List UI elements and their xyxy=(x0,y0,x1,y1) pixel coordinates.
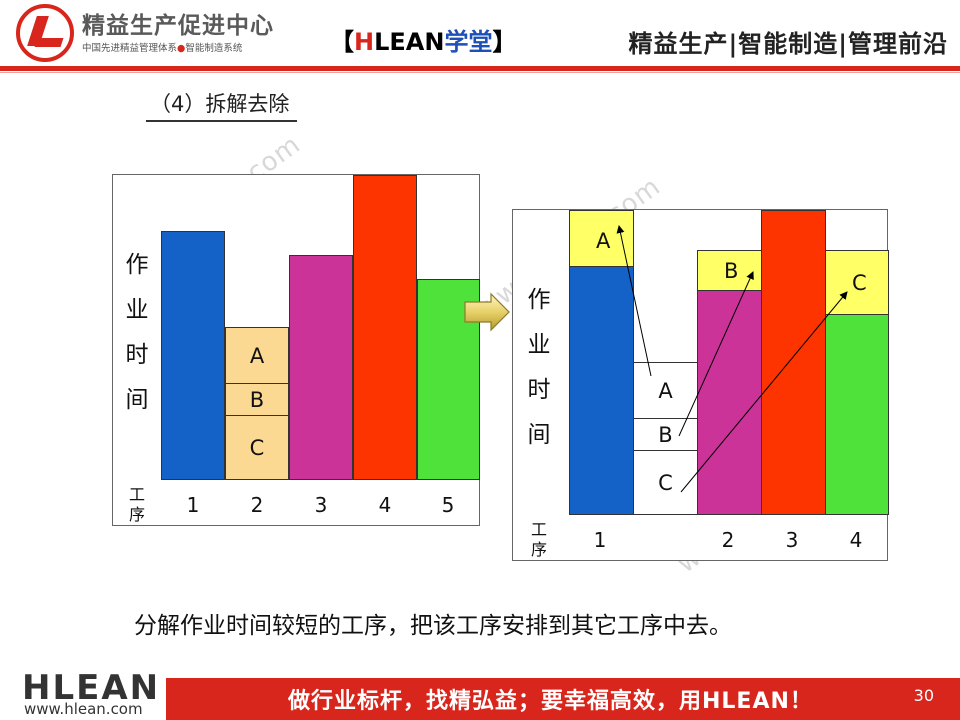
brand-subtitle: 中国先进精益管理体系●智能制造系统 xyxy=(82,40,242,54)
footer-url-link[interactable]: www.hlean.com xyxy=(24,700,143,718)
move-arrow-b xyxy=(678,271,754,437)
y-label-char: 业 xyxy=(125,297,149,323)
y-label-char: 时 xyxy=(527,377,551,403)
x-tick: 4 xyxy=(378,493,392,517)
x-tick: 2 xyxy=(250,493,264,517)
move-arrow-c xyxy=(680,291,848,493)
caption: 分解作业时间较短的工序，把该工序安排到其它工序中去。 xyxy=(134,613,732,639)
segment-label: C xyxy=(658,470,673,495)
removed-station-segment-a: A xyxy=(633,362,698,419)
bracket-close: 】 xyxy=(492,28,517,56)
bar-station-1 xyxy=(569,266,634,515)
bracket-open: 【 xyxy=(330,28,354,56)
header-divider xyxy=(0,66,960,71)
x-label-char: 序 xyxy=(530,540,547,559)
x-label-char: 工 xyxy=(530,520,547,539)
x-axis-label: 工 序 xyxy=(127,485,147,525)
move-arrows xyxy=(616,225,848,493)
bar-station-2 xyxy=(697,290,762,515)
y-label-char: 作 xyxy=(527,287,551,313)
brand-subtitle-right: 智能制造系统 xyxy=(185,43,243,54)
x-tick: 5 xyxy=(441,493,455,517)
brand-title: 精益生产促进中心 xyxy=(82,13,274,39)
x-tick: 2 xyxy=(721,528,735,552)
bar-station-4-moved-c: C xyxy=(825,250,889,315)
y-axis-label: 作 业 时 间 xyxy=(525,278,553,458)
bar-station-4 xyxy=(825,314,889,515)
segment-label: B xyxy=(658,422,673,447)
y-label-char: 作 xyxy=(125,252,149,278)
x-tick: 1 xyxy=(593,528,607,552)
footer-bar xyxy=(166,678,960,720)
bar-station-3 xyxy=(289,255,353,480)
y-axis-label: 作 业 时 间 xyxy=(123,243,151,423)
academy-lean: LEAN xyxy=(374,28,445,56)
transition-arrow-icon xyxy=(464,292,510,332)
bar-station-2-segment-b: B xyxy=(225,383,289,416)
bar-station-2-segment-a: A xyxy=(225,327,289,384)
segment-label: C xyxy=(249,435,265,460)
y-label-char: 业 xyxy=(527,332,551,358)
bar-station-2-segment-c: C xyxy=(225,415,289,480)
academy-h: H xyxy=(354,28,375,56)
segment-label: A xyxy=(249,343,265,368)
chart-after: 作 业 时 间 A A B C B C 工 序 1 2 3 4 xyxy=(512,209,889,561)
bar-station-1 xyxy=(161,231,225,480)
bar-station-2-moved-b: B xyxy=(697,250,762,291)
y-label-char: 间 xyxy=(125,387,149,413)
header-divider-thin xyxy=(0,72,960,73)
move-arrow-a xyxy=(616,225,652,377)
x-tick: 1 xyxy=(186,493,200,517)
y-label-char: 间 xyxy=(527,422,551,448)
bar-station-4 xyxy=(353,175,417,480)
x-axis-label: 工 序 xyxy=(529,520,549,560)
y-label-char: 时 xyxy=(125,342,149,368)
brand-subtitle-dot: ● xyxy=(177,43,186,54)
chart-before: 作 业 时 间 A B C 工 序 1 2 3 4 5 xyxy=(112,174,480,526)
footer-slogan: 做行业标杆，找精弘益；要幸福高效，用HLEAN！ xyxy=(288,689,813,714)
moved-label: B xyxy=(724,258,739,283)
academy-xuetang: 学堂 xyxy=(444,28,493,56)
footer-logo: HLEAN xyxy=(22,668,161,708)
removed-station-segment-b: B xyxy=(633,418,698,451)
header-tagline: 精益生产|智能制造|管理前沿 xyxy=(628,30,948,58)
brand-logo-icon xyxy=(16,4,74,62)
segment-label: A xyxy=(658,378,673,403)
x-tick: 3 xyxy=(314,493,328,517)
bar-station-1-moved-a: A xyxy=(569,210,634,267)
header: 精益生产促进中心 中国先进精益管理体系●智能制造系统 【HLEAN学堂】 精益生… xyxy=(0,0,960,73)
page-number: 30 xyxy=(913,686,934,705)
removed-station-segment-c: C xyxy=(633,450,698,515)
x-label-char: 序 xyxy=(128,505,145,524)
brand-subtitle-left: 中国先进精益管理体系 xyxy=(82,43,178,54)
header-academy-title: 【HLEAN学堂】 xyxy=(330,22,516,57)
section-title: （4）拆解去除 xyxy=(146,88,298,122)
segment-label: B xyxy=(249,387,265,412)
moved-label: A xyxy=(596,229,611,253)
moved-label: C xyxy=(852,270,867,295)
x-tick: 4 xyxy=(849,528,863,552)
x-label-char: 工 xyxy=(128,485,145,504)
x-tick: 3 xyxy=(785,528,799,552)
